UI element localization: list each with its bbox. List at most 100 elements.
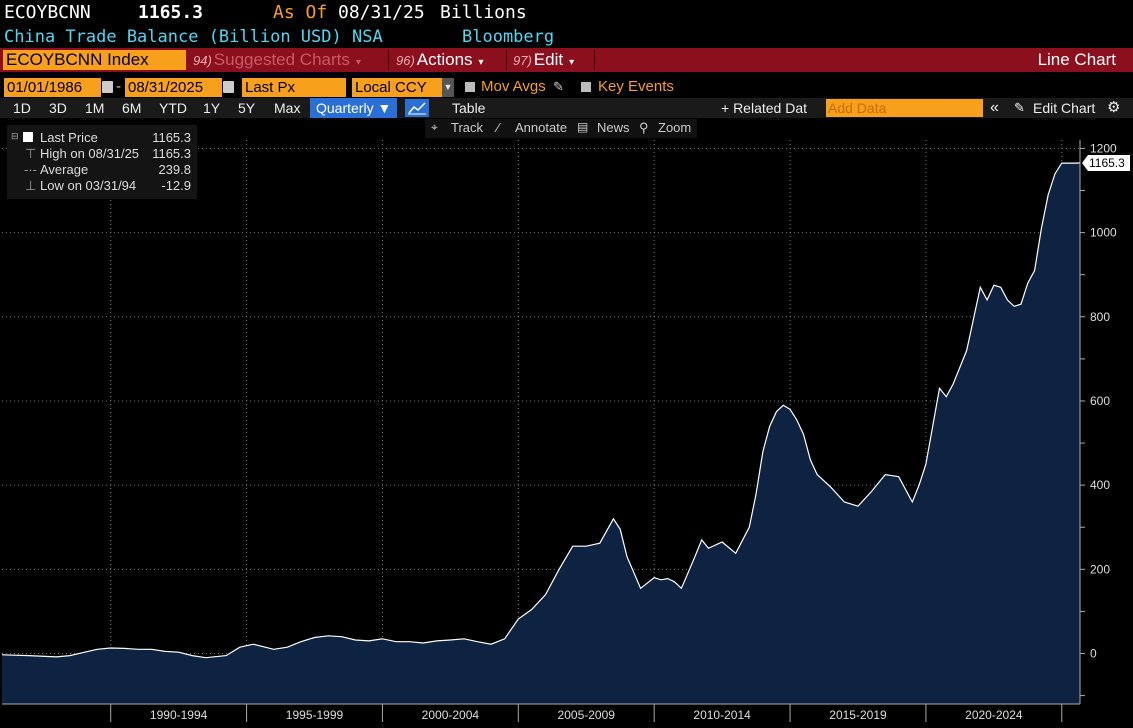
tree-icon: ⊟ bbox=[11, 131, 19, 141]
actions-num: 96) bbox=[396, 53, 415, 68]
y-tick-label: 1200 bbox=[1090, 141, 1117, 155]
frequency-select[interactable]: Quarterly ▼ bbox=[310, 98, 398, 118]
period-1y[interactable]: 1Y bbox=[203, 100, 221, 116]
currency-select[interactable]: Local CCY bbox=[352, 78, 442, 97]
edit-chart-button[interactable]: Edit Chart bbox=[1033, 100, 1096, 116]
low-label: Low on 03/31/94 bbox=[40, 178, 137, 193]
y-tick-label: 600 bbox=[1090, 394, 1110, 408]
legend: ⊟ Last Price 1165.3 ⊤ High on 08/31/25 1… bbox=[7, 125, 197, 199]
high-label: High on 08/31/25 bbox=[40, 146, 140, 161]
x-tick-label: 2000-2004 bbox=[422, 708, 480, 722]
chevron-down-icon: ▾ bbox=[569, 57, 575, 68]
series-area bbox=[2, 163, 1080, 704]
y-tick-label: 200 bbox=[1090, 562, 1110, 576]
mov-avgs-label: Mov Avgs bbox=[481, 78, 546, 95]
source: Bloomberg bbox=[462, 27, 555, 47]
period-toolbar: 1D 3D 1M 6M YTD 1Y 5Y Max Quarterly ▼ Ta… bbox=[0, 98, 1133, 118]
y-tick-label: 800 bbox=[1090, 310, 1110, 324]
low-value: -12.9 bbox=[161, 178, 191, 193]
actions-menu[interactable]: 96) Actions ▾ bbox=[396, 48, 484, 72]
line-chart-glyph bbox=[408, 102, 426, 115]
mov-avgs-checkbox[interactable] bbox=[465, 82, 475, 92]
average-label: Average bbox=[40, 162, 89, 177]
as-of-label: As Of bbox=[273, 2, 328, 23]
x-axis: 1990-1994 1995-1999 2000-2004 2005-2009 2010… bbox=[2, 703, 1080, 722]
chevron-down-icon: ▾ bbox=[355, 57, 361, 68]
y-tick-label: 1000 bbox=[1090, 226, 1117, 240]
period-max[interactable]: Max bbox=[274, 100, 301, 116]
average-icon: -·- bbox=[24, 162, 37, 177]
calendar-icon[interactable] bbox=[102, 81, 113, 93]
units: Billions bbox=[440, 2, 527, 23]
zoom-icon: ⚲ bbox=[639, 120, 649, 135]
as-of-date: 08/31/25 bbox=[338, 2, 425, 23]
period-3d[interactable]: 3D bbox=[49, 100, 67, 116]
x-tick-label: 2010-2014 bbox=[693, 708, 751, 722]
annotate-button[interactable]: Annotate bbox=[515, 120, 568, 135]
edit-label: Edit bbox=[533, 50, 564, 69]
collapse-icon[interactable]: « bbox=[990, 99, 999, 116]
key-events-label: Key Events bbox=[598, 78, 674, 95]
period-1d[interactable]: 1D bbox=[13, 100, 31, 116]
high-value: 1165.3 bbox=[152, 146, 191, 161]
zoom-button[interactable]: Zoom bbox=[658, 120, 692, 135]
last-value: 1165.3 bbox=[138, 2, 204, 23]
y-tick-label: 400 bbox=[1090, 478, 1110, 492]
chevron-down-icon[interactable]: ▼ bbox=[442, 78, 454, 97]
track-button[interactable]: Track bbox=[451, 120, 484, 135]
key-events-checkbox[interactable] bbox=[581, 82, 591, 92]
divider bbox=[388, 50, 389, 70]
last-price-value: 1165.3 bbox=[152, 130, 191, 145]
pencil-icon[interactable]: ✎ bbox=[553, 79, 564, 94]
period-6m[interactable]: 6M bbox=[122, 100, 142, 116]
news-button[interactable]: News bbox=[597, 120, 630, 135]
line-chart-icon[interactable] bbox=[405, 99, 429, 117]
calendar-icon[interactable] bbox=[223, 81, 234, 93]
gear-icon[interactable]: ⚙ bbox=[1107, 99, 1121, 116]
annotate-icon: ⁄ bbox=[497, 120, 500, 135]
chart-type-label[interactable]: Line Chart bbox=[1037, 50, 1116, 69]
high-icon: ⊤ bbox=[25, 146, 37, 161]
suggested-num: 94) bbox=[193, 53, 212, 68]
add-data-input[interactable]: Add Data bbox=[826, 99, 983, 117]
date-dash: - bbox=[116, 78, 121, 95]
security-field[interactable]: ECOYBCNN Index bbox=[3, 50, 186, 70]
actions-label: Actions bbox=[416, 50, 473, 69]
suggested-charts-menu[interactable]: 94) Suggested Charts ▾ bbox=[193, 48, 361, 72]
x-tick-label: 1995-1999 bbox=[286, 708, 344, 722]
command-bar: ECOYBCNN Index 94) Suggested Charts ▾ 96) A… bbox=[0, 48, 1133, 72]
period-ytd[interactable]: YTD bbox=[159, 100, 187, 116]
suggested-label: Suggested Charts bbox=[213, 50, 350, 69]
divider bbox=[594, 50, 595, 70]
pencil-icon[interactable]: ✎ bbox=[1014, 100, 1025, 115]
x-tick-label: 2020-2024 bbox=[965, 708, 1023, 722]
x-tick-label: 2015-2019 bbox=[829, 708, 887, 722]
y-tick-label: 0 bbox=[1090, 646, 1097, 660]
period-5y[interactable]: 5Y bbox=[238, 100, 256, 116]
field-select[interactable]: Last Px bbox=[242, 78, 346, 97]
security-header: ECOYBCNN 1165.3 As Of 08/31/25 Billions bbox=[0, 0, 1133, 24]
end-date-input[interactable]: 08/31/2025 bbox=[125, 78, 222, 97]
table-button[interactable]: Table bbox=[452, 100, 486, 116]
chart-toolbar: ⌖ Track ⁄ Annotate ▤ News ⚲ Zoom bbox=[425, 119, 697, 138]
x-tick-label: 1990-1994 bbox=[150, 708, 208, 722]
related-data-button[interactable]: + Related Dat bbox=[721, 100, 807, 116]
edit-num: 97) bbox=[513, 53, 532, 68]
crosshair-icon: ⌖ bbox=[431, 120, 438, 134]
series-swatch bbox=[23, 132, 33, 142]
period-1m[interactable]: 1M bbox=[85, 100, 105, 116]
y-axis: 0 200 400 600 800 1000 1200 bbox=[1079, 140, 1117, 704]
chevron-down-icon: ▾ bbox=[478, 57, 484, 68]
start-date-input[interactable]: 01/01/1986 bbox=[4, 78, 101, 97]
last-price-label: Last Price bbox=[40, 130, 98, 145]
x-tick-label: 2005-2009 bbox=[558, 708, 616, 722]
last-value-label: 1165.3 bbox=[1082, 155, 1130, 172]
ticker: ECOYBCNN bbox=[4, 2, 91, 23]
edit-menu[interactable]: 97) Edit ▾ bbox=[513, 48, 574, 72]
description: China Trade Balance (Billion USD) NSA bbox=[4, 27, 383, 47]
security-description: China Trade Balance (Billion USD) NSA Bl… bbox=[0, 26, 1133, 48]
date-options-row: 01/01/1986 - 08/31/2025 Last Px Local CC… bbox=[0, 76, 1133, 98]
last-value-text: 1165.3 bbox=[1089, 156, 1125, 170]
average-value: 239.8 bbox=[158, 162, 191, 177]
